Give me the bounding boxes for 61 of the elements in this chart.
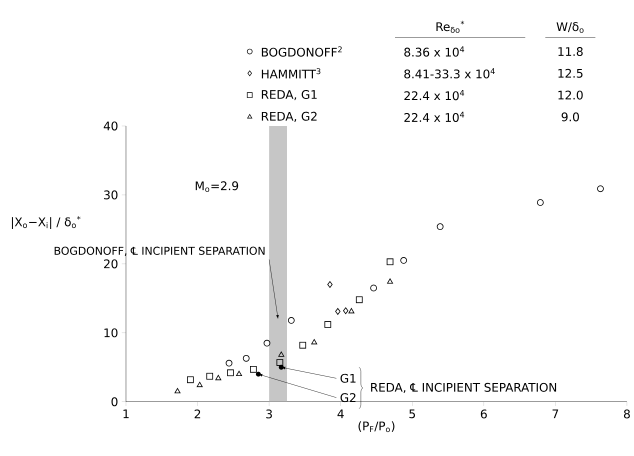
point <box>206 372 214 380</box>
point <box>250 366 257 373</box>
point <box>370 284 377 292</box>
point <box>348 308 354 314</box>
y-tick-label: 30 <box>104 190 118 200</box>
point <box>343 307 348 314</box>
point <box>236 370 242 376</box>
text: 9.0 <box>562 112 579 122</box>
y-tick-label: 40 <box>104 121 118 130</box>
point <box>215 374 222 380</box>
point <box>242 354 250 362</box>
point <box>276 358 284 366</box>
point <box>174 388 180 394</box>
point <box>196 382 203 387</box>
point <box>335 308 340 315</box>
text: 8.36 x 10$^{4}$ <box>404 46 464 56</box>
legend-label: REDA, G2 <box>262 112 317 122</box>
x-tick-label: 7 <box>552 409 558 418</box>
text: 8.41-33.3 x 10$^{4}$ <box>404 68 495 78</box>
annotation: G2 <box>340 392 356 402</box>
x-tick-label: 1 <box>124 409 129 418</box>
x-tick-label: 8 <box>624 409 630 418</box>
point <box>227 369 234 376</box>
x-tick-label: 2 <box>194 409 200 418</box>
point <box>436 223 444 230</box>
point <box>536 198 544 206</box>
text: 11.8 <box>558 46 583 56</box>
point <box>278 351 284 357</box>
y-tick-label: 0 <box>112 397 118 406</box>
text: 12.0 <box>558 90 583 100</box>
band-label: BOGDONOFF, ℄ INCIPIENT SEPARATION <box>54 246 265 256</box>
annotation: G1 <box>340 374 356 383</box>
point <box>387 278 394 284</box>
y-tick-label: 10 <box>104 328 118 338</box>
point <box>386 258 394 266</box>
x-tick-label: 3 <box>266 409 272 418</box>
y-tick-label: 20 <box>104 259 118 268</box>
legend-label: HAMMITT$^{3}$ <box>262 68 320 78</box>
point <box>356 296 363 303</box>
annotation: M$_{o}$=2.9 <box>196 181 238 192</box>
point <box>299 342 306 348</box>
point <box>400 256 408 264</box>
point <box>264 340 270 346</box>
legend-label: REDA, G1 <box>262 90 317 100</box>
point <box>311 338 318 344</box>
point <box>324 321 332 328</box>
text: 22.4 x 10$^{4}$ <box>404 90 464 100</box>
annotation: REDA, ℄ INCIPIENT SEPARATION <box>371 382 556 393</box>
text: 22.4 x 10$^{4}$ <box>404 112 464 122</box>
text: W/δ$_{o}$ <box>556 22 584 33</box>
point <box>187 376 194 383</box>
text: 12.5 <box>558 68 582 78</box>
x-tick-label: 5 <box>409 409 415 418</box>
x-tick-label: 4 <box>337 409 344 418</box>
legend-label: BOGDONOFF$^{2}$ <box>262 46 342 57</box>
x-axis-title: (P$_{F}$/P$_{o}$) <box>358 421 394 432</box>
point <box>327 281 333 288</box>
x-tick-label: 6 <box>480 409 487 418</box>
point <box>597 185 604 192</box>
point <box>288 316 295 324</box>
point <box>226 360 232 366</box>
